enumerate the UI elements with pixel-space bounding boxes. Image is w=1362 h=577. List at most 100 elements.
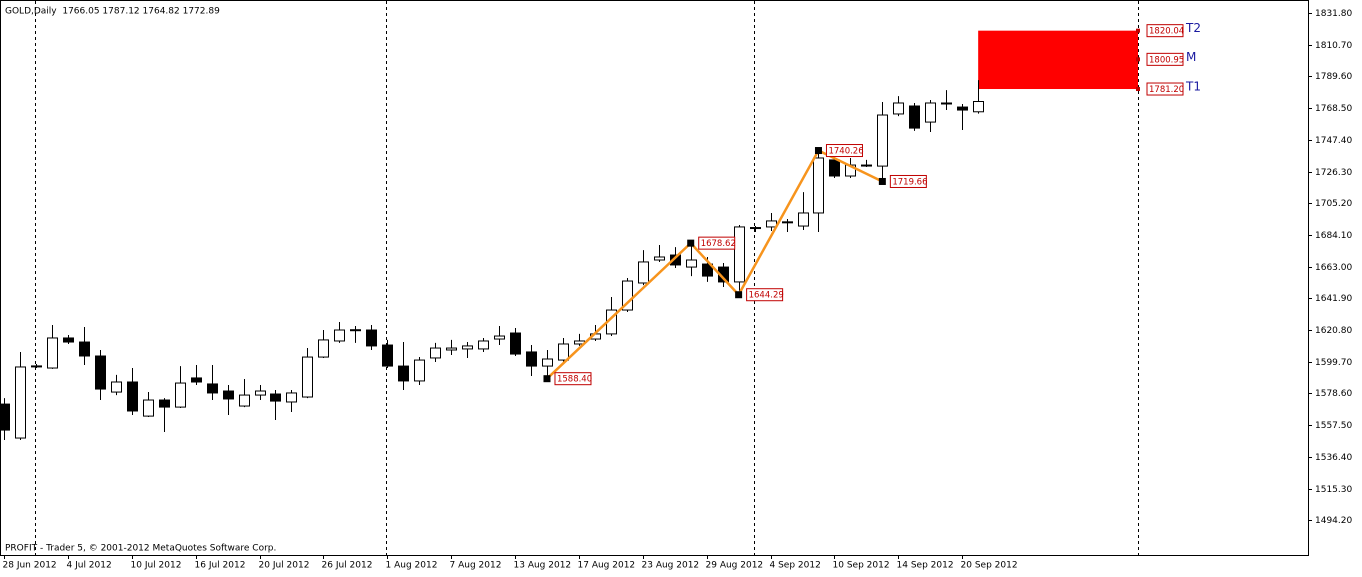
candle-body (654, 256, 665, 261)
target-name: M (1186, 50, 1196, 64)
pivot-label: 1719.66 (892, 177, 927, 187)
pivot-label: 1644.29 (749, 291, 784, 301)
candle-body (255, 390, 266, 396)
candle-body (893, 102, 904, 115)
candle-body (702, 263, 713, 277)
candle-body (111, 381, 122, 393)
candle-body (270, 393, 281, 402)
candle-body (223, 390, 234, 400)
x-tick-label: 1 Aug 2012 (386, 561, 438, 571)
target-name: T1 (1185, 80, 1201, 94)
zigzag-point (878, 177, 886, 185)
candle-body (766, 220, 777, 228)
y-tick-label: 1515.30 (1315, 485, 1352, 495)
x-tick-label: 29 Aug 2012 (706, 561, 764, 571)
x-tick-label: 4 Sep 2012 (770, 561, 821, 571)
candle-body (558, 343, 569, 361)
candle-body (398, 365, 409, 382)
target-marker (1136, 87, 1140, 92)
candle-body (350, 329, 361, 332)
candle-body (239, 394, 250, 407)
candle-body (798, 212, 809, 227)
candle-body (542, 358, 553, 367)
target-zone (978, 30, 1138, 90)
target-marker (1136, 57, 1140, 62)
candle-body (382, 344, 393, 367)
candle-body (925, 102, 936, 123)
zigzag-point (687, 239, 695, 247)
candle-body (159, 399, 170, 408)
y-tick-label: 1620.80 (1315, 326, 1352, 336)
candle-body (302, 356, 313, 398)
y-tick-label: 1536.40 (1315, 453, 1352, 463)
candle-body (430, 347, 441, 359)
candle-body (909, 105, 920, 129)
candle-body (526, 351, 537, 367)
y-tick-label: 1599.70 (1315, 358, 1352, 368)
y-tick-label: 1747.40 (1315, 136, 1352, 146)
y-tick-label: 1557.50 (1315, 421, 1352, 431)
candle-body (207, 383, 218, 394)
candle-body (734, 226, 745, 283)
x-tick-label: 20 Sep 2012 (961, 561, 1018, 571)
candle-body (670, 254, 681, 266)
candle-body (478, 340, 489, 350)
x-tick-label: 23 Aug 2012 (642, 561, 700, 571)
candle-body (622, 280, 633, 311)
pivot-label-box (746, 288, 784, 302)
candle-body (31, 365, 42, 368)
candle-body (638, 261, 649, 284)
candle-body (318, 339, 329, 358)
pivot-label-box (554, 372, 592, 386)
candle-body (446, 347, 457, 351)
x-tick-label: 16 Jul 2012 (195, 561, 246, 571)
y-tick-label: 1768.50 (1315, 104, 1352, 114)
candle-body (15, 366, 26, 439)
target-label-box (1146, 82, 1184, 96)
candle-body (63, 337, 74, 343)
candle-body (47, 337, 58, 369)
y-tick-label: 1578.60 (1315, 389, 1352, 399)
target-label: 1820.04 (1149, 27, 1184, 37)
candle-body (782, 221, 793, 224)
target-label-box (1146, 24, 1184, 38)
y-tick-label: 1810.70 (1315, 41, 1352, 51)
candle-body (0, 403, 10, 431)
y-tick-label: 1663.00 (1315, 263, 1352, 273)
target-name: T2 (1185, 21, 1201, 35)
pivot-label: 1678.62 (701, 239, 736, 249)
y-tick-label: 1831.80 (1315, 9, 1352, 19)
candle-body (829, 159, 840, 177)
candle-body (175, 382, 186, 408)
x-tick-label: 7 Aug 2012 (450, 561, 502, 571)
x-tick-label: 14 Sep 2012 (897, 561, 954, 571)
candle-body (973, 101, 984, 113)
candle-body (494, 335, 505, 340)
x-tick-label: 26 Jul 2012 (322, 561, 373, 571)
candle-body (750, 227, 761, 230)
chart-title: GOLD,Daily 1766.05 1787.12 1764.82 1772.… (5, 7, 220, 17)
pivot-label: 1588.40 (557, 375, 592, 385)
candle-body (813, 157, 824, 214)
y-tick-label: 1705.20 (1315, 199, 1352, 209)
candle-body (510, 332, 521, 355)
candle-body (191, 377, 202, 383)
candle-body (462, 345, 473, 350)
pivot-label: 1740.26 (828, 147, 863, 157)
zigzag-point (543, 375, 551, 383)
footer: PROFIT - Trader 5, © 2001-2012 MetaQuote… (5, 544, 276, 554)
candle-body (286, 392, 297, 403)
candle-body (941, 102, 952, 105)
candle-body (414, 359, 425, 382)
y-tick-label: 1726.30 (1315, 168, 1352, 178)
y-tick-label: 1641.90 (1315, 294, 1352, 304)
target-label: 1781.20 (1149, 85, 1184, 95)
target-marker (1136, 28, 1140, 33)
y-tick-label: 1684.10 (1315, 231, 1352, 241)
x-tick-label: 10 Jul 2012 (131, 561, 182, 571)
pivot-label-box (698, 236, 736, 250)
candle-body (127, 381, 138, 412)
x-tick-label: 4 Jul 2012 (67, 561, 112, 571)
x-tick-label: 10 Sep 2012 (833, 561, 890, 571)
